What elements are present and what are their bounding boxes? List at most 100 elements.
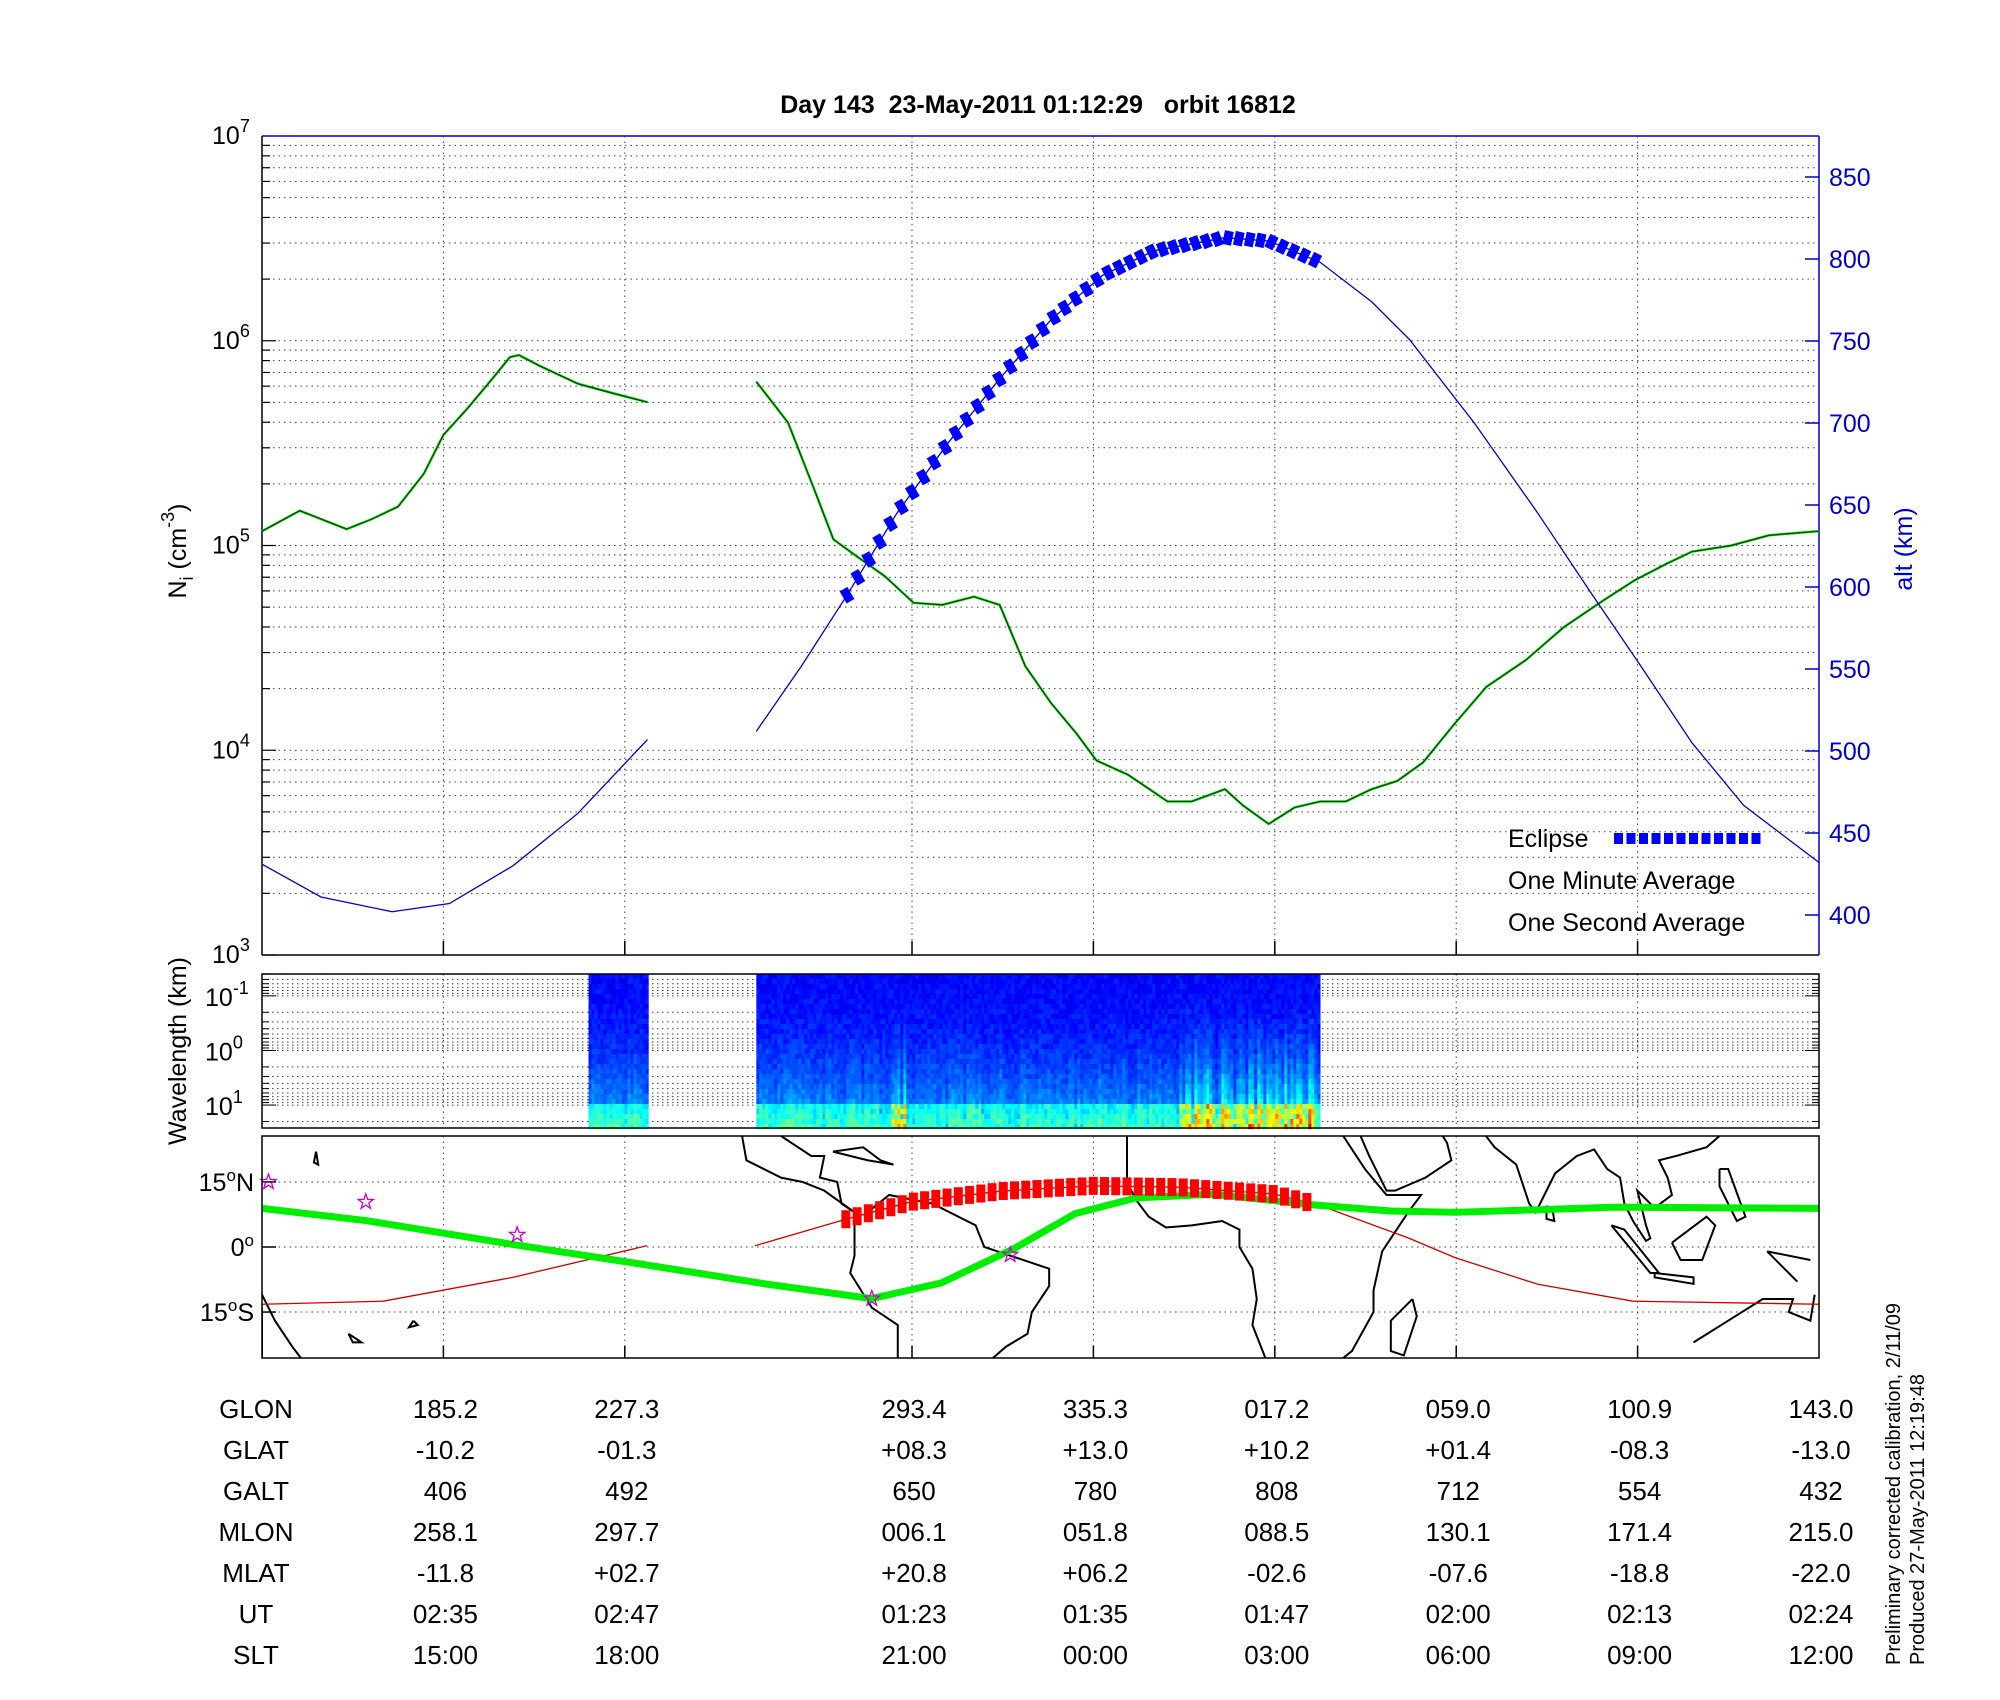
spectrogram-cell	[1116, 1044, 1120, 1050]
spectrogram-cell	[1014, 1109, 1018, 1115]
spectrogram-cell	[1011, 1039, 1015, 1045]
spectrogram-cell	[936, 1094, 940, 1100]
spectrogram-cell	[891, 979, 895, 985]
spectrogram-cell	[1011, 1094, 1015, 1100]
spectrogram-cell	[903, 1119, 907, 1125]
spectrogram-cell	[798, 1084, 802, 1090]
spectrogram-cell	[789, 1114, 793, 1120]
spectrogram-cell	[1038, 1109, 1042, 1115]
spectrogram-cell	[819, 999, 823, 1005]
spectrogram-cell	[789, 1054, 793, 1060]
spectrogram-cell	[1044, 989, 1048, 995]
spectrogram-cell	[1080, 1104, 1084, 1110]
spectrogram-cell	[873, 1064, 877, 1070]
spectrogram-cell	[906, 1024, 910, 1030]
spectrogram-cell	[819, 1074, 823, 1080]
spectrogram-cell	[858, 989, 862, 995]
spectrogram-cell	[816, 974, 820, 980]
spectrogram-cell	[1125, 989, 1129, 995]
spectrogram-cell	[984, 994, 988, 1000]
spectrogram-cell	[813, 1044, 817, 1050]
spectrogram-cell	[831, 1004, 835, 1010]
spectrogram-cell	[1002, 1029, 1006, 1035]
spectrogram-cell	[765, 1054, 769, 1060]
spectrogram-cell	[1023, 1104, 1027, 1110]
spectrogram-cell	[837, 1004, 841, 1010]
spectrogram-cell	[1041, 1049, 1045, 1055]
spectrogram-cell	[1044, 1044, 1048, 1050]
spectrogram-cell	[594, 1004, 598, 1010]
spectrogram-cell	[837, 1034, 841, 1040]
spectrogram-cell	[1080, 1014, 1084, 1020]
spectrogram-cell	[636, 984, 640, 990]
spectrogram-cell	[1071, 1069, 1075, 1075]
spectrogram-cell	[828, 1079, 832, 1085]
spectrogram-cell	[1032, 1069, 1036, 1075]
spectrogram-cell	[1026, 1079, 1030, 1085]
spectrogram-cell	[951, 1089, 955, 1095]
spectrogram-cell	[909, 1049, 913, 1055]
spectrogram-cell	[1092, 989, 1096, 995]
spectrogram-cell	[624, 989, 628, 995]
spectrogram-cell	[972, 994, 976, 1000]
spectrogram-cell	[1113, 1009, 1117, 1015]
spectrogram-cell	[1110, 1049, 1114, 1055]
spectrogram-cell	[999, 1084, 1003, 1090]
eclipse-marker	[1101, 264, 1116, 281]
spectrogram-cell	[843, 1014, 847, 1020]
spectrogram-cell	[1053, 1034, 1057, 1040]
spectrogram-block	[756, 974, 1321, 1130]
spectrogram-cell	[900, 974, 904, 980]
spectrogram-cell	[966, 1049, 970, 1055]
spectrogram-cell	[606, 999, 610, 1005]
spectrogram-cell	[837, 1094, 841, 1100]
spectrogram-cell	[1116, 1104, 1120, 1110]
spectrogram-cell	[630, 1059, 634, 1065]
eclipse-marker	[1188, 235, 1202, 252]
spectrogram-cell	[975, 1079, 979, 1085]
spectrogram-cell	[954, 979, 958, 985]
spectrogram-cell	[1035, 1084, 1039, 1090]
spectrogram-cell	[777, 1069, 781, 1075]
spectrogram-cell	[780, 1074, 784, 1080]
spectrogram-cell	[1119, 1119, 1123, 1125]
spectrogram-cell	[600, 1064, 604, 1070]
spectrogram-cell	[912, 1039, 916, 1045]
y2-tick-label: 750	[1829, 328, 1871, 356]
spectrogram-cell	[1044, 1114, 1048, 1120]
spectrogram-cell	[834, 1094, 838, 1100]
spectrogram-cell	[1056, 989, 1060, 995]
spectrogram-cell	[888, 1044, 892, 1050]
spectrogram-cell	[627, 1114, 631, 1120]
spectrogram-cell	[1035, 1024, 1039, 1030]
spectrogram-cell	[1089, 1024, 1093, 1030]
spectrogram-cell	[1062, 1119, 1066, 1125]
spectrogram-cell	[933, 1114, 937, 1120]
spectrogram-cell	[1014, 999, 1018, 1005]
spectrogram-cell	[1083, 1079, 1087, 1085]
spectrogram-cell	[864, 1114, 868, 1120]
spectrogram-cell	[1011, 1034, 1015, 1040]
spectrogram-cell	[924, 1024, 928, 1030]
spectrogram-cell	[1107, 1109, 1111, 1115]
spectrogram-cell	[642, 1034, 646, 1040]
spectrogram-cell	[837, 1089, 841, 1095]
spectrogram-cell	[861, 1079, 865, 1085]
spectrogram-cell	[1122, 1094, 1126, 1100]
spectrogram-cell	[891, 1109, 895, 1115]
spectrogram-cell	[1029, 1079, 1033, 1085]
spectrogram-cell	[993, 1069, 997, 1075]
spectrogram-cell	[1143, 989, 1147, 995]
spectrogram-cell	[867, 1004, 871, 1010]
spectrogram-cell	[609, 1029, 613, 1035]
spectrogram-cell	[1137, 1109, 1141, 1115]
spectrogram-cell	[1008, 1124, 1012, 1130]
spectrogram-cell	[603, 1059, 607, 1065]
spectrogram-cell	[618, 1024, 622, 1030]
spectrogram-cell	[876, 1119, 880, 1125]
spectrogram-cell	[915, 1044, 919, 1050]
spectrogram-cell	[1077, 1089, 1081, 1095]
spectrogram-cell	[612, 1019, 616, 1025]
spectrogram-cell	[903, 1124, 907, 1130]
spectrogram-cell	[630, 1124, 634, 1130]
